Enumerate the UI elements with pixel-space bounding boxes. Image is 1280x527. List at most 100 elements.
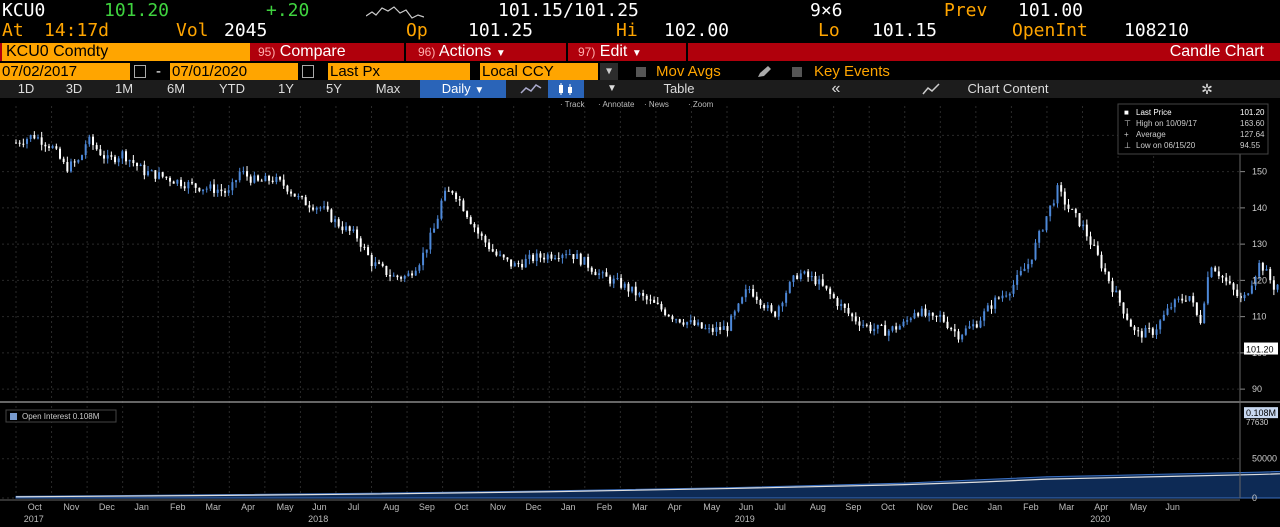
pencil-icon[interactable] [756, 65, 774, 79]
open-interest-series [15, 470, 1280, 499]
candle-body [821, 279, 824, 286]
open-interest-label: OpenInt [1012, 20, 1088, 41]
gear-icon[interactable]: ✲ [1201, 81, 1213, 97]
candle-body [620, 278, 623, 288]
actions-label: Actions [438, 43, 492, 60]
candle-body [953, 329, 956, 332]
candle-body [1188, 296, 1191, 301]
candle-body [693, 320, 696, 326]
period-5y[interactable]: 5Y [326, 81, 342, 96]
candle-body [381, 263, 384, 266]
legend-label: Last Price [1136, 108, 1172, 117]
candle-body [554, 257, 557, 259]
period-6m[interactable]: 6M [166, 81, 186, 96]
candle-body [33, 135, 36, 139]
candle-body [730, 315, 733, 331]
candle-body [194, 183, 197, 188]
chevron-down-icon[interactable]: ▼ [607, 83, 617, 94]
candle-body [418, 265, 421, 271]
candle-body [161, 172, 164, 177]
end-date-input[interactable]: 07/01/2020 [170, 63, 298, 81]
period-ytd[interactable]: YTD [219, 81, 245, 96]
key-events-checkbox[interactable] [792, 67, 802, 77]
collapse-left-icon[interactable]: « [831, 80, 841, 97]
subtool-zoom: · Zoom [688, 100, 714, 109]
candle-body [356, 229, 359, 239]
chart-content-icon [922, 83, 940, 95]
x-month-label: Oct [881, 502, 896, 512]
x-month-label: Sep [419, 502, 435, 512]
line-chart-icon[interactable] [520, 83, 542, 95]
candle-body [425, 249, 428, 253]
candle-body [612, 278, 615, 284]
start-date-input[interactable]: 07/02/2017 [0, 63, 130, 81]
candle-body [1133, 326, 1136, 331]
candle-body [1122, 302, 1125, 314]
chart-content-button[interactable]: Chart Content [967, 81, 1049, 96]
compare-menu[interactable]: 95) Compare [258, 43, 346, 61]
calendar-icon[interactable] [302, 65, 314, 78]
candle-body [187, 182, 190, 189]
candle-body [275, 176, 278, 182]
candle-body [359, 238, 362, 247]
candle-body [770, 305, 773, 312]
candle-body [1272, 280, 1275, 290]
actions-menu[interactable]: 96) Actions ▼ [418, 43, 506, 61]
candle-body [975, 324, 978, 328]
candle-body [202, 189, 205, 192]
candle-body [902, 321, 905, 327]
candle-body [1034, 242, 1037, 260]
candle-body [414, 270, 417, 276]
candle-body [711, 328, 714, 332]
candle-body [748, 289, 751, 291]
legend-box [1117, 103, 1269, 155]
x-month-label: Apr [241, 502, 255, 512]
edit-menu[interactable]: 97) Edit ▼ [578, 43, 642, 61]
mov-avgs-checkbox[interactable] [636, 67, 646, 77]
candle-body [983, 311, 986, 321]
candle-body [216, 189, 219, 193]
candle-body [777, 306, 780, 317]
candle-body [106, 155, 109, 159]
candle-body [172, 181, 175, 184]
x-month-label: Dec [99, 502, 116, 512]
candle-body [697, 322, 700, 326]
x-month-label: May [277, 502, 295, 512]
period-max[interactable]: Max [375, 81, 401, 96]
calendar-icon[interactable] [134, 65, 146, 78]
candle-body [539, 253, 542, 258]
period-bar: 1D 3D 1M 6M YTD 1Y 5Y Max Daily ▼ ▼ Tabl… [0, 80, 1280, 98]
candle-body [1170, 307, 1173, 309]
period-3d[interactable]: 3D [65, 81, 83, 96]
table-button[interactable]: Table [663, 81, 695, 96]
chevron-down-icon[interactable]: ▼ [600, 63, 618, 81]
candle-body [1206, 277, 1209, 304]
candle-body [319, 207, 322, 209]
candle-body [1005, 295, 1008, 297]
security-field[interactable]: KCU0 Comdty [2, 43, 250, 61]
period-1d[interactable]: 1D [17, 81, 35, 96]
candle-chart-icon[interactable] [548, 80, 584, 98]
frequency-select[interactable]: Daily ▼ [420, 80, 506, 98]
candle-body [264, 175, 267, 182]
candle-body [180, 179, 183, 187]
period-1y[interactable]: 1Y [278, 81, 294, 96]
period-1m[interactable]: 1M [114, 81, 134, 96]
candle-body [304, 197, 307, 206]
candle-body [220, 189, 223, 192]
field-select[interactable]: Last Px [328, 63, 470, 81]
currency-select[interactable]: Local CCY [480, 63, 598, 81]
candle-body [565, 254, 568, 256]
candle-body [1214, 267, 1217, 272]
candle-body [1126, 313, 1129, 320]
x-month-label: Apr [1094, 502, 1108, 512]
chart-tools: · Track · Annotate · News · Zoom [560, 100, 714, 109]
candle-body [242, 171, 245, 173]
high-value: 102.00 [664, 20, 730, 41]
candle-body [136, 163, 139, 167]
candle-body [510, 259, 513, 267]
candle-body [880, 324, 883, 326]
price-chart[interactable]: · Track· Annotate· News· Zoom 9010011012… [0, 98, 1280, 527]
candle-body [986, 305, 989, 312]
candle-body [231, 182, 234, 191]
